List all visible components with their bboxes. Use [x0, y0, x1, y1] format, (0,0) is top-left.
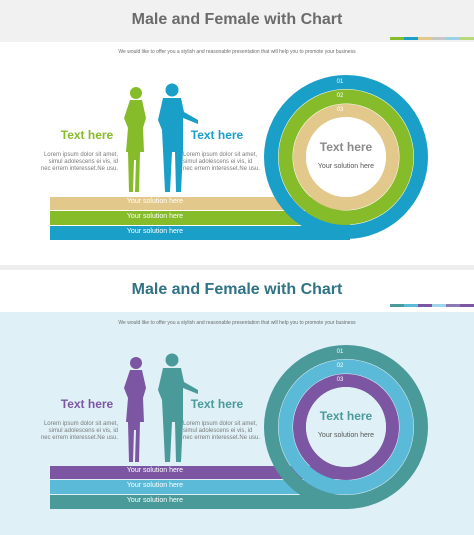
female-body: Lorem ipsum dolor sit amet, simul adoles… [40, 152, 118, 172]
slide-subtitle: We would like to offer you a stylish and… [118, 320, 356, 326]
band-label-3: Your solution here [126, 228, 184, 235]
color-swatch [418, 37, 432, 40]
male-body: Lorem ipsum dolor sit amet, simul adoles… [183, 152, 261, 172]
ring-number-01: 01 [336, 349, 344, 355]
color-swatch [390, 37, 404, 40]
ring-center [306, 387, 386, 467]
slide-light: Male and Female with Chart We would like… [0, 0, 474, 265]
band-label-1: Your solution here [126, 198, 184, 205]
color-swatch [446, 304, 460, 307]
ring-center [306, 117, 386, 197]
band-middle [50, 211, 350, 225]
diagram-graphic [50, 75, 428, 240]
center-title: Text here [319, 140, 373, 154]
band-label-2: Your solution here [126, 213, 184, 220]
ring-number-02: 02 [336, 93, 344, 99]
slide-divider [0, 265, 474, 270]
color-swatch [432, 37, 446, 40]
band-inner [50, 466, 350, 479]
band-label-2: Your solution here [126, 482, 184, 489]
slide-title: Male and Female with Chart [131, 11, 343, 28]
male-silhouette [158, 83, 198, 192]
female-silhouette [124, 357, 146, 462]
ring-number-01: 01 [336, 79, 344, 85]
male-body: Lorem ipsum dolor sit amet, simul adoles… [183, 421, 261, 441]
title-band [0, 0, 474, 42]
band-inner [50, 197, 350, 210]
ring-middle [278, 89, 414, 225]
female-heading: Text here [60, 128, 114, 142]
color-swatch [404, 304, 418, 307]
ring-number-03: 03 [336, 107, 344, 113]
female-body: Lorem ipsum dolor sit amet, simul adoles… [40, 421, 118, 441]
male-heading: Text here [190, 128, 244, 142]
diagram-graphic [50, 345, 428, 509]
center-subtitle: Your solution here [317, 163, 375, 170]
male-silhouette [158, 353, 198, 462]
center-subtitle: Your solution here [317, 432, 375, 439]
color-swatch [390, 304, 404, 307]
color-swatch [418, 304, 432, 307]
male-heading: Text here [190, 397, 244, 411]
ring-outer [264, 75, 428, 239]
band-outer [50, 495, 350, 509]
slide-title: Male and Female with Chart [131, 281, 343, 298]
band-outer [50, 226, 350, 240]
center-title: Text here [319, 409, 373, 423]
color-swatch [460, 37, 474, 40]
color-swatch [404, 37, 418, 40]
band-label-1: Your solution here [126, 467, 184, 474]
color-swatch-row [390, 37, 474, 40]
color-swatch [446, 37, 460, 40]
ring-number-03: 03 [336, 377, 344, 383]
slide-subtitle: We would like to offer you a stylish and… [118, 49, 356, 55]
ring-outer [264, 345, 428, 509]
slide-teal: Male and Female with Chart We would like… [0, 270, 474, 535]
color-swatch [460, 304, 474, 307]
ring-number-02: 02 [336, 363, 344, 369]
band-label-3: Your solution here [126, 497, 184, 504]
ring-middle [278, 359, 414, 495]
female-silhouette [124, 87, 146, 192]
color-swatch [432, 304, 446, 307]
ring-inner [293, 374, 399, 480]
band-middle [50, 480, 350, 494]
ring-inner [293, 104, 399, 210]
female-heading: Text here [60, 397, 114, 411]
color-swatch-row [390, 304, 474, 307]
